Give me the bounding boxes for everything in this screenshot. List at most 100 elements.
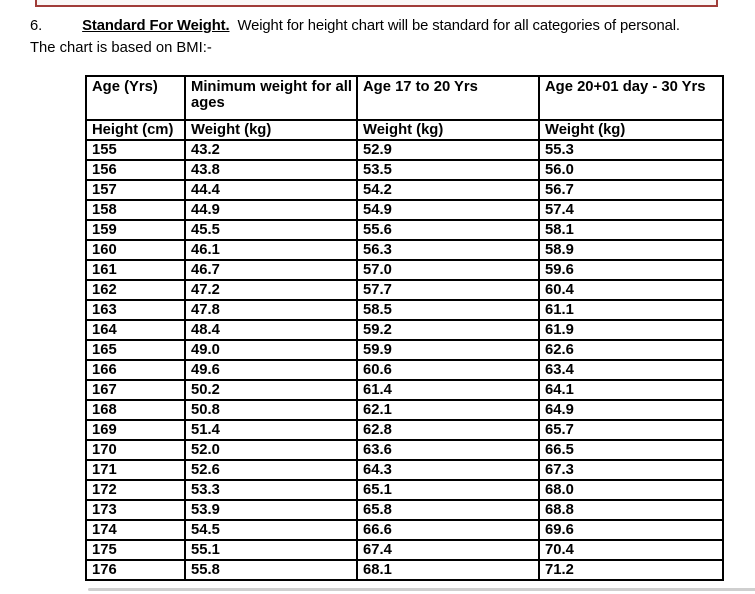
weight-17-20-cell: 58.5 [356, 299, 540, 321]
height-cell: 161 [85, 259, 186, 281]
weight-17-20-cell: 65.8 [356, 499, 540, 521]
weight-17-20-cell: 54.2 [356, 179, 540, 201]
height-cell: 176 [85, 559, 186, 581]
paragraph-line2: The chart is based on BMI:- [30, 39, 212, 56]
header-min-weight: Minimum weight for all ages [184, 75, 358, 121]
header-age-17-20: Age 17 to 20 Yrs [356, 75, 540, 121]
weight-min-cell: 48.4 [184, 319, 358, 341]
weight-20-30-cell: 65.7 [538, 419, 724, 441]
table-row: 175 55.1 67.4 70.4 [85, 539, 724, 561]
weight-min-cell: 46.7 [184, 259, 358, 281]
table-row: 162 47.2 57.7 60.4 [85, 279, 724, 301]
table-row: 166 49.6 60.6 63.4 [85, 359, 724, 381]
height-cell: 158 [85, 199, 186, 221]
height-cell: 159 [85, 219, 186, 241]
weight-20-30-cell: 59.6 [538, 259, 724, 281]
weight-min-cell: 50.8 [184, 399, 358, 421]
weight-17-20-cell: 57.0 [356, 259, 540, 281]
weight-min-cell: 53.9 [184, 499, 358, 521]
weight-17-20-cell: 59.2 [356, 319, 540, 341]
weight-17-20-cell: 56.3 [356, 239, 540, 261]
subheader-weight-kg-3: Weight (kg) [538, 119, 724, 141]
weight-20-30-cell: 71.2 [538, 559, 724, 581]
weight-min-cell: 55.8 [184, 559, 358, 581]
weight-20-30-cell: 68.8 [538, 499, 724, 521]
weight-min-cell: 51.4 [184, 419, 358, 441]
height-cell: 164 [85, 319, 186, 341]
para-line1-text: Weight for height chart will be standard… [237, 18, 681, 34]
height-cell: 170 [85, 439, 186, 461]
weight-min-cell: 52.6 [184, 459, 358, 481]
weight-20-30-cell: 64.1 [538, 379, 724, 401]
table-row: 158 44.9 54.9 57.4 [85, 199, 724, 221]
weight-20-30-cell: 58.1 [538, 219, 724, 241]
weight-min-cell: 43.2 [184, 139, 358, 161]
weight-17-20-cell: 67.4 [356, 539, 540, 561]
height-cell: 173 [85, 499, 186, 521]
weight-20-30-cell: 62.6 [538, 339, 724, 361]
height-cell: 169 [85, 419, 186, 441]
weight-min-cell: 44.4 [184, 179, 358, 201]
weight-min-cell: 52.0 [184, 439, 358, 461]
table-header-row-2: Height (cm) Weight (kg) Weight (kg) Weig… [85, 119, 724, 141]
weight-20-30-cell: 67.3 [538, 459, 724, 481]
table-row: 159 45.5 55.6 58.1 [85, 219, 724, 241]
bottom-divider [88, 588, 755, 591]
weight-20-30-cell: 60.4 [538, 279, 724, 301]
table-row: 168 50.8 62.1 64.9 [85, 399, 724, 421]
header-age-yrs: Age (Yrs) [85, 75, 186, 121]
height-cell: 175 [85, 539, 186, 561]
height-cell: 171 [85, 459, 186, 481]
height-cell: 172 [85, 479, 186, 501]
table-row: 170 52.0 63.6 66.5 [85, 439, 724, 461]
weight-table: Age (Yrs) Minimum weight for all ages Ag… [85, 75, 724, 581]
table-row: 155 43.2 52.9 55.3 [85, 139, 724, 161]
weight-min-cell: 55.1 [184, 539, 358, 561]
table-header-row-1: Age (Yrs) Minimum weight for all ages Ag… [85, 75, 724, 121]
table-row: 176 55.8 68.1 71.2 [85, 559, 724, 581]
weight-17-20-cell: 60.6 [356, 359, 540, 381]
subheader-weight-kg-1: Weight (kg) [184, 119, 358, 141]
table-row: 161 46.7 57.0 59.6 [85, 259, 724, 281]
weight-min-cell: 46.1 [184, 239, 358, 261]
height-cell: 168 [85, 399, 186, 421]
height-cell: 165 [85, 339, 186, 361]
height-cell: 157 [85, 179, 186, 201]
weight-20-30-cell: 58.9 [538, 239, 724, 261]
weight-17-20-cell: 55.6 [356, 219, 540, 241]
weight-17-20-cell: 68.1 [356, 559, 540, 581]
weight-min-cell: 43.8 [184, 159, 358, 181]
weight-20-30-cell: 70.4 [538, 539, 724, 561]
height-cell: 156 [85, 159, 186, 181]
weight-17-20-cell: 65.1 [356, 479, 540, 501]
weight-20-30-cell: 61.9 [538, 319, 724, 341]
weight-17-20-cell: 66.6 [356, 519, 540, 541]
table-row: 167 50.2 61.4 64.1 [85, 379, 724, 401]
weight-20-30-cell: 69.6 [538, 519, 724, 541]
weight-17-20-cell: 61.4 [356, 379, 540, 401]
red-box-fragment [35, 0, 718, 7]
weight-17-20-cell: 62.1 [356, 399, 540, 421]
height-cell: 160 [85, 239, 186, 261]
weight-min-cell: 47.8 [184, 299, 358, 321]
height-cell: 174 [85, 519, 186, 541]
table-row: 172 53.3 65.1 68.0 [85, 479, 724, 501]
height-cell: 163 [85, 299, 186, 321]
weight-20-30-cell: 56.0 [538, 159, 724, 181]
weight-min-cell: 49.0 [184, 339, 358, 361]
weight-min-cell: 47.2 [184, 279, 358, 301]
height-cell: 166 [85, 359, 186, 381]
weight-17-20-cell: 57.7 [356, 279, 540, 301]
weight-20-30-cell: 56.7 [538, 179, 724, 201]
weight-min-cell: 54.5 [184, 519, 358, 541]
paragraph: 6. Standard For Weight. Weight for height… [30, 16, 720, 59]
table-row: 164 48.4 59.2 61.9 [85, 319, 724, 341]
weight-min-cell: 49.6 [184, 359, 358, 381]
table-row: 169 51.4 62.8 65.7 [85, 419, 724, 441]
weight-20-30-cell: 61.1 [538, 299, 724, 321]
weight-20-30-cell: 68.0 [538, 479, 724, 501]
subheader-height-cm: Height (cm) [85, 119, 186, 141]
height-cell: 155 [85, 139, 186, 161]
weight-20-30-cell: 64.9 [538, 399, 724, 421]
